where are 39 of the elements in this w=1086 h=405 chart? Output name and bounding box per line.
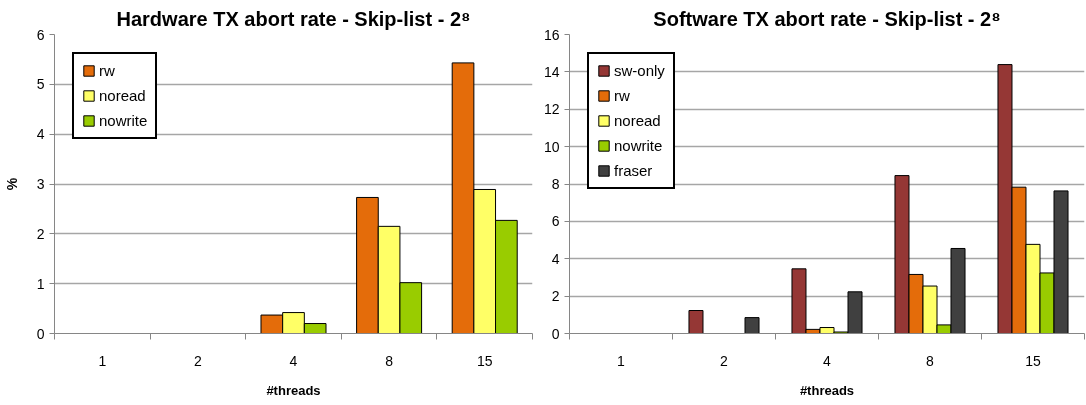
y-tick-label: 2 <box>36 225 45 242</box>
x-tick-label: 2 <box>194 352 203 369</box>
y-tick-label: 6 <box>36 26 45 43</box>
legend-label: rw <box>614 87 631 104</box>
y-tick-label: 0 <box>551 325 560 342</box>
legend-label: rw <box>99 62 116 79</box>
y-tick-label: 4 <box>36 126 45 143</box>
x-axis-title: #threads <box>266 382 321 398</box>
x-tick-label: 1 <box>98 352 107 369</box>
legend-label: noread <box>99 87 146 104</box>
x-axis-title: #threads <box>799 382 855 398</box>
legend-label: fraser <box>614 162 653 179</box>
y-tick-label: 1 <box>36 275 45 292</box>
y-tick-label: 10 <box>543 138 560 155</box>
x-tick-label: 4 <box>289 352 298 369</box>
legend-label: nowrite <box>99 112 148 129</box>
y-tick-label: 16 <box>543 26 560 43</box>
y-tick-label: 8 <box>551 176 560 192</box>
y-tick-label: 4 <box>551 250 560 267</box>
x-tick-label: 2 <box>720 352 729 369</box>
x-tick-label: 8 <box>385 352 394 369</box>
y-tick-label: 5 <box>36 76 45 93</box>
y-tick-label: 2 <box>551 288 560 305</box>
x-tick-label: 4 <box>823 352 832 369</box>
y-tick-label: 0 <box>36 325 45 342</box>
legend-label: sw-only <box>614 62 665 79</box>
x-tick-label: 15 <box>1025 352 1041 369</box>
x-tick-label: 8 <box>926 352 935 369</box>
legend-label: nowrite <box>614 137 663 154</box>
y-axis-title: % <box>3 177 20 191</box>
chart-title: Software TX abort rate - Skip-list - 2⁸ <box>653 7 1001 30</box>
legend-label: noread <box>614 112 661 129</box>
x-tick-label: 15 <box>476 352 493 369</box>
y-tick-label: 3 <box>36 176 45 192</box>
x-tick-label: 1 <box>617 352 626 369</box>
y-tick-label: 6 <box>551 213 560 230</box>
chart-title: Hardware TX abort rate - Skip-list - 2⁸ <box>116 7 471 30</box>
y-tick-label: 14 <box>543 63 560 80</box>
y-tick-label: 12 <box>543 101 560 118</box>
